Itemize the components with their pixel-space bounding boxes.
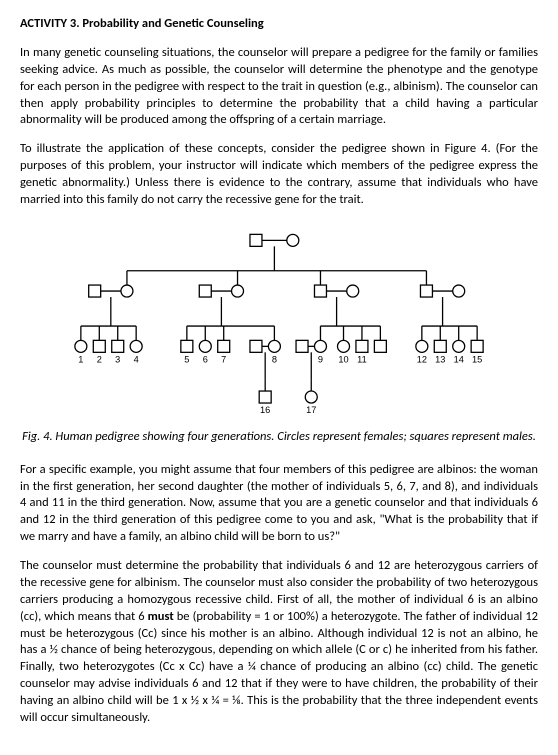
svg-text:2: 2 [97, 354, 102, 364]
figure-caption: Fig. 4. Human pedigree showing four gene… [20, 429, 538, 446]
paragraph-4: The counselor must determine the probabi… [20, 558, 538, 727]
svg-text:11: 11 [357, 354, 367, 364]
svg-text:1: 1 [78, 354, 83, 364]
svg-text:13: 13 [435, 354, 445, 364]
svg-text:8: 8 [272, 354, 277, 364]
activity-title: ACTIVITY 3. Probability and Genetic Coun… [20, 16, 538, 33]
svg-text:15: 15 [472, 354, 482, 364]
svg-text:6: 6 [203, 354, 208, 364]
svg-text:9: 9 [318, 354, 323, 364]
svg-text:7: 7 [221, 354, 226, 364]
svg-text:17: 17 [306, 405, 316, 415]
svg-text:10: 10 [338, 354, 348, 364]
paragraph-3: For a specific example, you might assume… [20, 462, 538, 546]
svg-text:12: 12 [417, 354, 427, 364]
svg-text:3: 3 [115, 354, 120, 364]
svg-text:5: 5 [184, 354, 189, 364]
paragraph-1: In many genetic counseling situations, t… [20, 45, 538, 129]
svg-text:16: 16 [260, 405, 270, 415]
paragraph-2: To illustrate the application of these c… [20, 141, 538, 209]
para4-part-c: be (probability = 1 or 100%) a heterozyg… [20, 609, 538, 725]
pedigree-figure: 1234567891011121314151617 [20, 221, 538, 421]
svg-text:14: 14 [454, 354, 464, 364]
pedigree-chart: 1234567891011121314151617 [44, 221, 514, 421]
svg-text:4: 4 [134, 354, 139, 364]
para4-bold: must [148, 609, 174, 624]
